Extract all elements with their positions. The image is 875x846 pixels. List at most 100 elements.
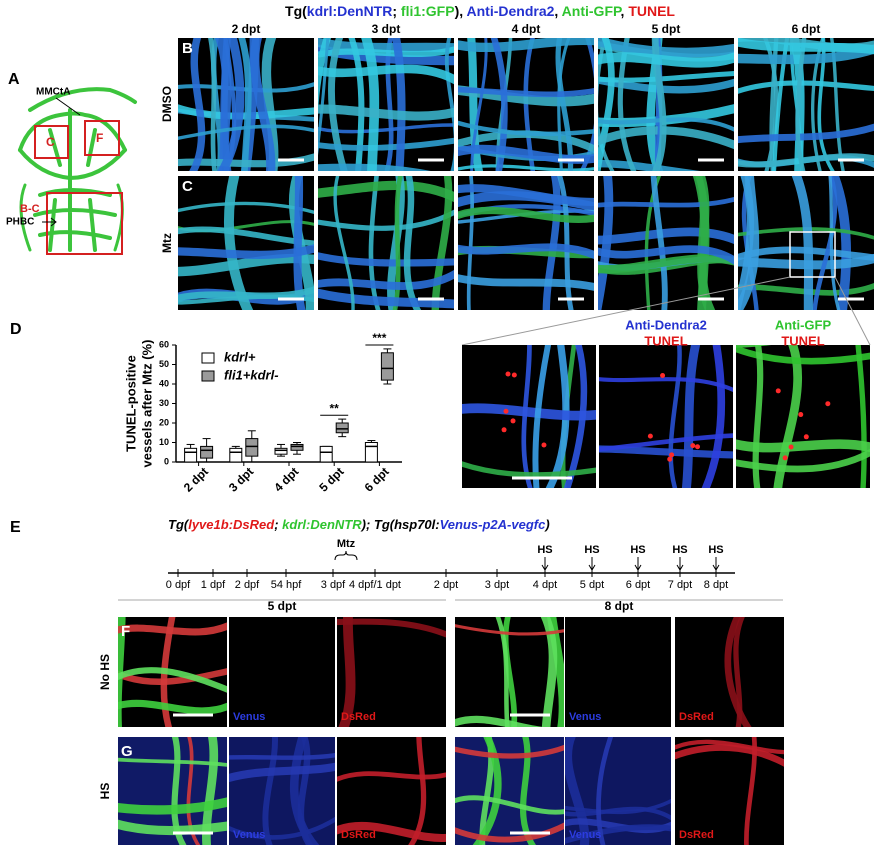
- vessel: [188, 38, 206, 171]
- title-part: TUNEL: [628, 3, 675, 19]
- hs-label: HS: [708, 544, 723, 556]
- vessel: [318, 38, 330, 156]
- column-header: 5 dpt: [652, 22, 681, 36]
- vessel: [118, 667, 227, 693]
- title-part: fli1:GFP: [401, 3, 455, 19]
- y-tick-label: 10: [159, 437, 169, 447]
- tunel-dot: [503, 408, 509, 414]
- x-tick-label: 3 dpt: [226, 464, 256, 494]
- hs-arrow: [541, 557, 549, 571]
- tunel-dot: [803, 434, 809, 440]
- x-tick-label: 6 dpt: [362, 464, 392, 494]
- vessel: [738, 80, 874, 94]
- title-part: kdrl:DenNTR: [307, 3, 393, 19]
- tunel-dot: [695, 444, 701, 450]
- vessel: [458, 86, 594, 98]
- box: [245, 438, 259, 457]
- panel-label: C: [182, 178, 193, 195]
- row-label: Mtz: [160, 233, 174, 253]
- box: [380, 352, 394, 381]
- vessel: [118, 819, 227, 836]
- tunel-dot: [501, 427, 507, 433]
- vessels: [455, 737, 564, 845]
- box: [364, 442, 378, 463]
- vessel: [598, 196, 734, 208]
- vessel: [318, 137, 454, 151]
- vessel: [733, 617, 746, 727]
- panel-label: G: [121, 743, 133, 760]
- y-tick-label: 40: [159, 378, 169, 388]
- vessel: [462, 461, 596, 478]
- vessel: [118, 617, 126, 727]
- vessel: [599, 376, 733, 393]
- vessel: [250, 38, 276, 171]
- tunel-dot: [510, 418, 516, 424]
- vessel: [736, 345, 870, 365]
- vessel: [118, 699, 227, 715]
- vessel: [596, 737, 614, 845]
- vessel: [178, 201, 314, 215]
- legend-label: kdrl+: [224, 349, 256, 364]
- box: [229, 447, 243, 463]
- vessel: [318, 269, 454, 290]
- vessels: [318, 38, 454, 171]
- label: Mtz: [337, 538, 356, 550]
- vessels: [598, 38, 734, 171]
- significance: **: [330, 401, 340, 415]
- vessel: [318, 180, 454, 203]
- vessel: [812, 176, 838, 310]
- vessel: [458, 38, 594, 53]
- box: [319, 445, 333, 463]
- vessel: [118, 797, 227, 815]
- legend-swatch: [201, 352, 215, 364]
- hs-arrow: [712, 557, 720, 571]
- zoom-line: [834, 276, 871, 346]
- vessel: [598, 52, 734, 68]
- pointer: [55, 97, 81, 116]
- hs-label: HS: [672, 544, 687, 556]
- label: PHBC: [6, 217, 34, 228]
- vessel: [773, 345, 803, 488]
- panel-label: A: [8, 71, 20, 88]
- y-tick-label: 30: [159, 398, 169, 408]
- vessel: [540, 617, 558, 727]
- tunel-dot: [825, 401, 831, 407]
- vessels: [118, 617, 227, 727]
- vessel: [651, 38, 667, 171]
- vessel: [455, 795, 564, 815]
- title-part: ;: [392, 3, 401, 19]
- vessel: [752, 345, 764, 488]
- vessel: [318, 163, 431, 171]
- panel-label: E: [10, 519, 21, 536]
- vessel: [738, 38, 874, 55]
- title-part: hsp70l:: [394, 517, 440, 532]
- tunel-dot: [505, 371, 511, 377]
- vessel: [675, 744, 784, 767]
- channel-label: TUNEL: [781, 333, 824, 348]
- pointer: [42, 217, 57, 227]
- vessels: [736, 345, 870, 488]
- vessel: [229, 816, 335, 840]
- vessel: [744, 737, 757, 845]
- title-part: kdrl:DenNTR: [282, 517, 362, 532]
- vessels: [675, 737, 784, 845]
- vessel: [458, 243, 594, 260]
- hs-arrow: [588, 557, 596, 571]
- vessel: [455, 715, 564, 727]
- vessel: [318, 46, 454, 58]
- vessel: [328, 38, 348, 171]
- y-tick-label: 50: [159, 359, 169, 369]
- channel-label: DsRed: [341, 711, 376, 723]
- x-tick-label: 4 dpt: [271, 464, 301, 494]
- zoom-line: [461, 276, 791, 346]
- column-header: 4 dpt: [512, 22, 541, 36]
- hs-arrow: [676, 557, 684, 571]
- panel-title: Tg(kdrl:DenNTR; fli1:GFP), Anti-Dendra2,…: [285, 3, 675, 19]
- vessel: [118, 757, 227, 767]
- vessels: [178, 38, 314, 171]
- micrograph: [565, 617, 671, 727]
- timeline-label: 5 dpt: [580, 579, 604, 591]
- timeline-label: 6 dpt: [626, 579, 650, 591]
- tunel-dot: [511, 372, 517, 378]
- vessel: [407, 737, 427, 845]
